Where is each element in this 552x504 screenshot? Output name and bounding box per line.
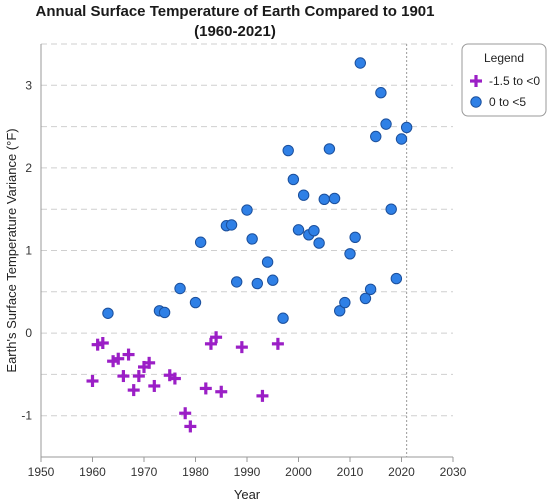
y-tick-label: 1 (25, 244, 32, 258)
data-point-circle (385, 203, 397, 215)
data-point-circle (349, 231, 361, 243)
x-tick-label: 1980 (182, 465, 209, 479)
chart-title: Annual Surface Temperature of Earth Comp… (0, 2, 470, 42)
data-point-circle (359, 292, 372, 305)
data-point-circle (297, 189, 310, 201)
y-tick-label: 2 (25, 161, 32, 175)
data-point-circle (328, 192, 341, 205)
data-point-circle (241, 204, 253, 216)
data-point-circle (282, 144, 294, 157)
data-point-circle (277, 312, 289, 324)
legend-title: Legend (484, 51, 524, 65)
legend-entry-label: 0 to <5 (489, 95, 526, 109)
data-point-plus (127, 384, 140, 397)
data-point-plus (271, 337, 284, 350)
data-point-circle (246, 233, 258, 245)
data-point-circle (267, 274, 279, 286)
data-point-plus (256, 389, 269, 402)
data-point-plus (132, 370, 145, 383)
axes: 1950 1960 1970 1980 1990 2000 2010 2020 2030 -1 0 1… (21, 44, 467, 479)
data-point-circle (390, 272, 403, 285)
data-point-circle (395, 133, 408, 145)
chart-title-line-2: (1960-2021) (194, 23, 276, 40)
data-point-circle (318, 193, 330, 205)
data-point-circle (370, 130, 382, 143)
data-point-circle (308, 224, 320, 237)
data-point-circle (400, 121, 413, 134)
data-point-circle (251, 277, 263, 290)
legend-entry-label: -1.5 to <0 (489, 74, 540, 88)
data-point-circle (344, 248, 356, 260)
data-point-circle (339, 296, 351, 309)
data-point-circle (158, 306, 171, 319)
x-tick-label: 1960 (79, 465, 106, 479)
data-point-plus (122, 348, 135, 361)
y-tick-label: -1 (21, 409, 32, 423)
data-point-plus (86, 375, 99, 388)
data-point-plus (112, 352, 125, 365)
data-point-circle (102, 307, 114, 319)
data-point-circle (334, 305, 346, 317)
data-point-circle (292, 224, 305, 236)
data-point-plus (184, 420, 197, 433)
x-tick-label: 2000 (285, 465, 312, 479)
chart-title-line-1: Annual Surface Temperature of Earth Comp… (35, 3, 435, 20)
data-points (86, 57, 413, 433)
legend-entries: -1.5 to <0 0 to <5 (470, 74, 540, 109)
data-point-plus (117, 370, 130, 383)
data-point-plus (199, 382, 212, 395)
data-point-circle (375, 87, 387, 99)
legend: Legend -1.5 to <0 0 to <5 (461, 43, 547, 117)
data-point-circle (313, 237, 325, 249)
x-tick-label: 1950 (28, 465, 55, 479)
legend-box (461, 43, 547, 117)
data-point-circle (261, 256, 274, 268)
legend-marker-circle (470, 96, 482, 108)
data-point-circle (189, 296, 202, 309)
data-point-circle (194, 236, 207, 248)
data-point-circle (323, 143, 336, 155)
data-point-circle (364, 283, 377, 296)
y-tick-label: 3 (25, 78, 32, 92)
y-tick-label: 0 (25, 326, 32, 340)
x-tick-label: 1990 (234, 465, 261, 479)
data-point-plus (210, 331, 223, 344)
x-tick-label: 2030 (440, 465, 467, 479)
data-point-plus (179, 407, 192, 420)
grid-lines (41, 43, 453, 417)
data-point-circle (380, 118, 392, 130)
x-tick-label: 2010 (337, 465, 364, 479)
y-axis-label: Earth's Surface Temperature Variance (°F… (4, 128, 19, 372)
data-point-plus (143, 356, 156, 369)
x-axis-label: Year (234, 487, 261, 502)
data-point-plus (168, 372, 181, 385)
data-point-circle (225, 219, 238, 231)
x-tick-label: 2020 (388, 465, 415, 479)
data-point-circle (287, 173, 300, 186)
data-point-circle (354, 57, 366, 69)
data-point-circle (231, 276, 243, 288)
x-tick-label: 1970 (131, 465, 158, 479)
data-point-circle (174, 282, 186, 295)
data-point-plus (96, 337, 109, 350)
data-point-plus (215, 385, 228, 398)
data-point-plus (204, 337, 217, 350)
data-point-plus (148, 379, 161, 392)
data-point-plus (235, 341, 248, 354)
legend-marker-plus (470, 75, 482, 87)
